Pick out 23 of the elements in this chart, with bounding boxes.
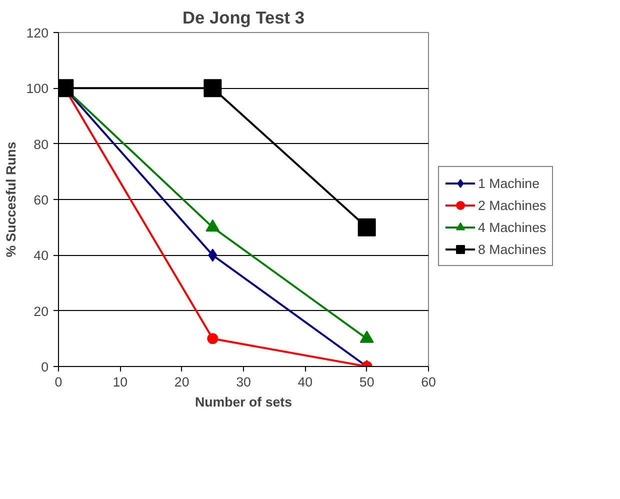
- x-tick-label: 0: [54, 374, 62, 390]
- x-axis-title: Number of sets: [194, 394, 292, 410]
- y-tick-label: 80: [34, 136, 49, 152]
- x-tick-label: 10: [112, 374, 128, 390]
- legend-label: 1 Machine: [478, 176, 540, 190]
- y-tick-label: 40: [34, 248, 49, 264]
- point: [358, 218, 376, 236]
- x-tick-label: 60: [421, 374, 436, 390]
- legend-label: 8 Machines: [478, 242, 546, 256]
- y-axis-title: % Succesful Runs: [3, 142, 18, 258]
- y-tick-label: 100: [26, 81, 49, 96]
- x-tick-label: 30: [236, 374, 251, 390]
- legend-label: 2 Machines: [478, 198, 546, 212]
- y-tick-label: 20: [34, 304, 49, 319]
- y-tick-label: 120: [26, 26, 49, 40]
- point: [204, 79, 222, 98]
- y-tick-label: 60: [34, 192, 49, 208]
- legend-label: 4 Machines: [478, 220, 546, 234]
- x-tick-label: 40: [298, 374, 313, 390]
- x-tick-label: 50: [359, 374, 374, 390]
- chart-title: De Jong Test 3: [182, 8, 305, 28]
- y-tick-label: 0: [41, 360, 49, 374]
- x-tick-label: 20: [174, 374, 190, 390]
